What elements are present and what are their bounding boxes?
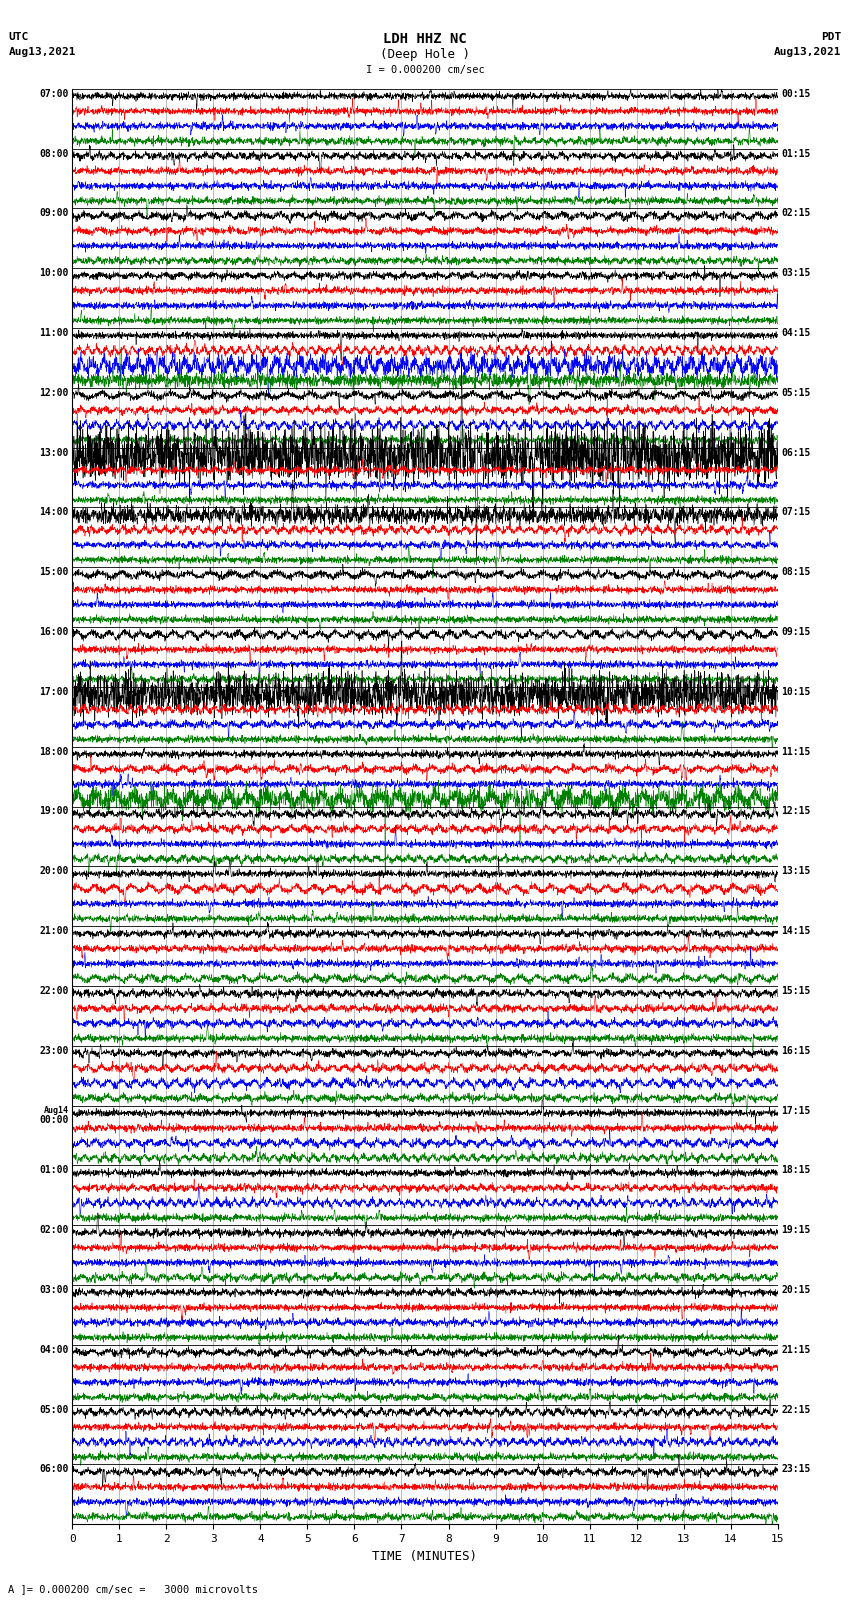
Text: LDH HHZ NC: LDH HHZ NC	[383, 32, 467, 47]
Text: 11:15: 11:15	[781, 747, 811, 756]
Text: 18:15: 18:15	[781, 1165, 811, 1176]
Text: I = 0.000200 cm/sec: I = 0.000200 cm/sec	[366, 65, 484, 74]
Text: 09:00: 09:00	[39, 208, 69, 218]
Text: 15:15: 15:15	[781, 986, 811, 995]
Text: 15:00: 15:00	[39, 568, 69, 577]
Text: 11:00: 11:00	[39, 327, 69, 339]
Text: 19:15: 19:15	[781, 1226, 811, 1236]
Text: 05:15: 05:15	[781, 387, 811, 398]
Text: 03:00: 03:00	[39, 1286, 69, 1295]
Text: UTC: UTC	[8, 32, 29, 42]
Text: 17:15: 17:15	[781, 1105, 811, 1116]
Text: 01:00: 01:00	[39, 1165, 69, 1176]
Text: 20:00: 20:00	[39, 866, 69, 876]
Text: 06:00: 06:00	[39, 1465, 69, 1474]
Text: Aug13,2021: Aug13,2021	[774, 47, 842, 56]
Text: 12:15: 12:15	[781, 806, 811, 816]
Text: 22:15: 22:15	[781, 1405, 811, 1415]
Text: 08:00: 08:00	[39, 148, 69, 158]
Text: 07:00: 07:00	[39, 89, 69, 98]
Text: 04:00: 04:00	[39, 1345, 69, 1355]
Text: 23:15: 23:15	[781, 1465, 811, 1474]
Text: 06:15: 06:15	[781, 448, 811, 458]
Text: 19:00: 19:00	[39, 806, 69, 816]
Text: 22:00: 22:00	[39, 986, 69, 995]
Text: 16:00: 16:00	[39, 627, 69, 637]
Text: 09:15: 09:15	[781, 627, 811, 637]
Text: 16:15: 16:15	[781, 1045, 811, 1057]
Text: 21:15: 21:15	[781, 1345, 811, 1355]
Text: 02:00: 02:00	[39, 1226, 69, 1236]
Text: 17:00: 17:00	[39, 687, 69, 697]
Text: 21:00: 21:00	[39, 926, 69, 936]
Text: 13:15: 13:15	[781, 866, 811, 876]
Text: A ]= 0.000200 cm/sec =   3000 microvolts: A ]= 0.000200 cm/sec = 3000 microvolts	[8, 1584, 258, 1594]
Text: 01:15: 01:15	[781, 148, 811, 158]
Text: 05:00: 05:00	[39, 1405, 69, 1415]
Text: 10:15: 10:15	[781, 687, 811, 697]
Text: Aug13,2021: Aug13,2021	[8, 47, 76, 56]
Text: 00:15: 00:15	[781, 89, 811, 98]
Text: 10:00: 10:00	[39, 268, 69, 277]
Text: 07:15: 07:15	[781, 508, 811, 518]
Text: 03:15: 03:15	[781, 268, 811, 277]
X-axis label: TIME (MINUTES): TIME (MINUTES)	[372, 1550, 478, 1563]
Text: 23:00: 23:00	[39, 1045, 69, 1057]
Text: PDT: PDT	[821, 32, 842, 42]
Text: 04:15: 04:15	[781, 327, 811, 339]
Text: 08:15: 08:15	[781, 568, 811, 577]
Text: 00:00: 00:00	[39, 1115, 69, 1124]
Text: (Deep Hole ): (Deep Hole )	[380, 48, 470, 61]
Text: 14:00: 14:00	[39, 508, 69, 518]
Text: 12:00: 12:00	[39, 387, 69, 398]
Text: 18:00: 18:00	[39, 747, 69, 756]
Text: 20:15: 20:15	[781, 1286, 811, 1295]
Text: 13:00: 13:00	[39, 448, 69, 458]
Text: 02:15: 02:15	[781, 208, 811, 218]
Text: Aug14: Aug14	[43, 1105, 69, 1115]
Text: 14:15: 14:15	[781, 926, 811, 936]
